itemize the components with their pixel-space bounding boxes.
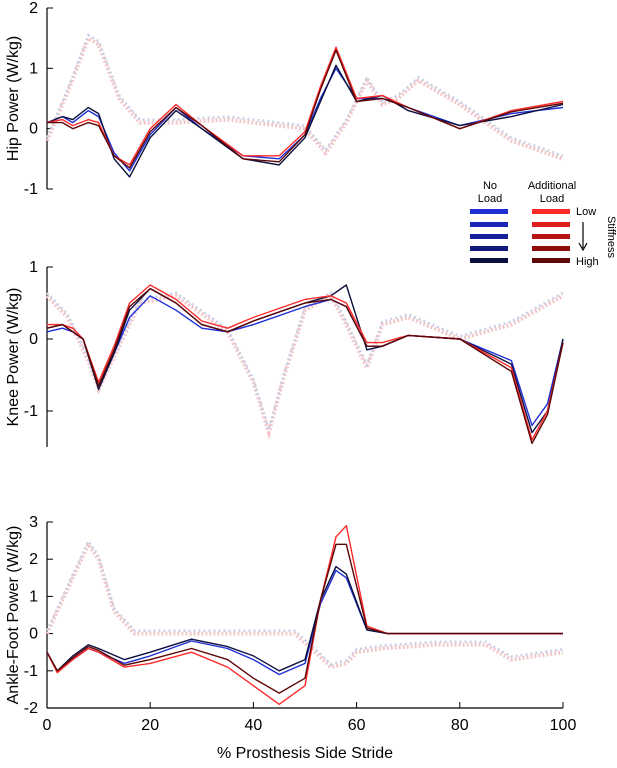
y-tick-label: 0	[29, 121, 38, 138]
legend-swatch-load	[532, 246, 570, 251]
x-tick-label: 80	[451, 717, 469, 734]
y-tick-label: 1	[29, 259, 38, 276]
series-line-additional-load-5	[46, 287, 564, 445]
series-line-contralateral-no-load	[45, 538, 564, 666]
stiffness-arrow	[578, 222, 588, 252]
y-axis-label: Hip Power (W/kg)	[5, 36, 22, 161]
legend-no-load-line1: No	[483, 180, 497, 192]
legend-swatches	[470, 209, 570, 263]
hip-power-panel: -1 0 1 2 Hip Power (W/kg)	[5, 0, 564, 198]
legend-swatch-no-load	[470, 222, 508, 227]
x-tick-label: 20	[141, 717, 159, 734]
series-line-contralateral-no-load	[45, 33, 564, 157]
x-tick-label: 40	[245, 717, 263, 734]
legend-swatch-no-load	[470, 258, 508, 263]
legend-high-label: High	[576, 256, 599, 268]
legend-swatch-load	[532, 222, 570, 227]
y-tick-label: -1	[24, 181, 38, 198]
legend-swatch-no-load	[470, 246, 508, 251]
legend-load-line1: Additional	[528, 180, 576, 192]
series-line-contralateral-load	[45, 35, 564, 161]
legend-swatch-load	[532, 234, 570, 239]
legend-load-line2: Load	[540, 193, 564, 205]
series-line-additional-load-5	[47, 49, 564, 169]
y-tick-label: 0	[29, 331, 38, 348]
legend-swatch-load	[532, 258, 570, 263]
series-line-no-load-5	[46, 64, 564, 178]
legend: No Load Additional Load Low High Stiffne…	[470, 180, 617, 268]
y-tick-label: -1	[24, 663, 38, 680]
x-tick-label: 0	[43, 717, 52, 734]
y-axis-label: Knee Power (W/kg)	[5, 288, 22, 427]
y-axis-label: Ankle-Foot Power (W/kg)	[5, 526, 22, 705]
y-tick-label: -2	[24, 700, 38, 717]
series-line-additional-load-1	[46, 46, 564, 166]
series-line-additional-load-1	[47, 284, 564, 441]
y-tick-label: 2	[29, 0, 38, 17]
legend-swatch-no-load	[470, 234, 508, 239]
legend-low-label: Low	[576, 206, 596, 218]
x-tick-label: 60	[348, 717, 366, 734]
legend-no-load-line2: Load	[478, 193, 502, 205]
legend-swatch-load	[532, 209, 570, 214]
series-line-additional-load-5	[46, 543, 563, 694]
ankle-foot-power-panel: 0 20 40 60 80 100% Prosthesis Side Stride-2-1…	[5, 514, 576, 762]
legend-swatch-no-load	[470, 209, 508, 214]
legend-stiffness-label: Stiffness	[605, 216, 617, 258]
y-tick-label: 2	[29, 551, 38, 568]
y-tick-label: 0	[29, 626, 38, 643]
y-tick-label: 3	[29, 514, 38, 531]
y-tick-label: 1	[29, 60, 38, 77]
x-axis-label: % Prosthesis Side Stride	[217, 745, 393, 762]
knee-power-panel: -1 0 1 Knee Power (W/kg)	[5, 259, 564, 447]
y-tick-label: 1	[29, 588, 38, 605]
series-line-contralateral-load	[45, 540, 564, 670]
y-tick-label: -1	[24, 403, 38, 420]
x-tick-label: 100	[550, 717, 577, 734]
